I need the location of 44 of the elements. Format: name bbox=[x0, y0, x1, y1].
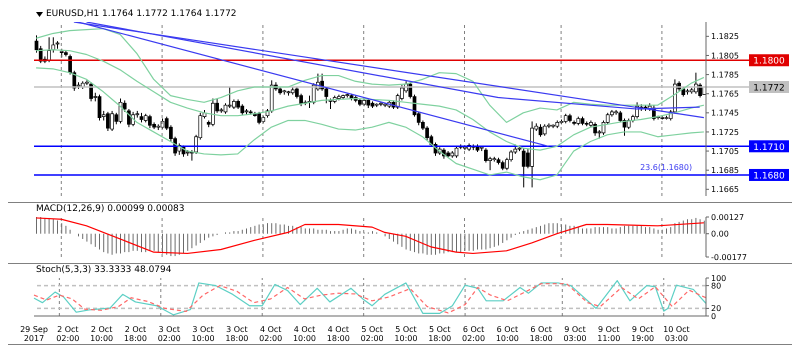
y-tick-label: 0.00127 bbox=[711, 212, 744, 222]
x-tick-label: 9 Oct 11:00 bbox=[597, 325, 620, 343]
x-tick-label: 2 Oct 10:00 bbox=[90, 325, 114, 343]
x-tick-label: 4 Oct 10:00 bbox=[292, 325, 316, 343]
x-tick-label: 4 Oct 18:00 bbox=[326, 325, 350, 343]
x-tick-label: 6 Oct 18:00 bbox=[530, 325, 553, 343]
y-tick-label: 80 bbox=[711, 281, 722, 290]
ref-line-label: 1.1680 bbox=[753, 171, 786, 182]
y-tick-label: -0.00177 bbox=[711, 252, 747, 262]
x-tick-label: 3 Oct 18:00 bbox=[225, 325, 248, 343]
x-tick-label: 3 Oct 02:00 bbox=[158, 325, 181, 343]
x-tick-label: 10 Oct 03:00 bbox=[663, 325, 690, 343]
x-tick-label: 5 Oct 10:00 bbox=[394, 325, 418, 343]
annotation: 23.6(1.1680) bbox=[640, 162, 692, 172]
y-tick-label: 0.00 bbox=[711, 230, 729, 239]
x-tick-label: 2 Oct 18:00 bbox=[124, 325, 147, 343]
x-tick-label: 4 Oct 02:00 bbox=[259, 325, 282, 343]
y-tick-label: 1.1825 bbox=[711, 32, 739, 42]
ref-line-label: 1.1800 bbox=[753, 56, 786, 67]
y-tick-label: 1.1705 bbox=[711, 146, 739, 156]
y-tick-label: 1.1725 bbox=[711, 128, 739, 137]
x-tick-label: 29 Sep 2017 bbox=[20, 325, 48, 343]
x-tick-label: 5 Oct 18:00 bbox=[428, 325, 452, 343]
y-tick-label: 1.1665 bbox=[711, 185, 739, 194]
chart-title: EURUSD,H1 1.1764 1.1772 1.1764 1.1772 bbox=[46, 9, 237, 19]
x-tick-label: 9 Oct 19:00 bbox=[631, 325, 654, 343]
y-tick-label: 1.1745 bbox=[711, 108, 739, 118]
y-tick-label: 1.1765 bbox=[711, 90, 739, 99]
x-tick-label: 3 Oct 10:00 bbox=[192, 325, 215, 343]
x-tick-label: 9 Oct 03:00 bbox=[563, 325, 587, 343]
x-tick-label: 6 Oct 10:00 bbox=[496, 325, 519, 343]
x-tick-label: 5 Oct 02:00 bbox=[360, 325, 384, 343]
y-tick-label: 1.1685 bbox=[711, 166, 739, 176]
y-tick-label: 1.1785 bbox=[711, 70, 739, 80]
y-tick-label: 1.1805 bbox=[711, 51, 739, 60]
x-tick-label: 6 Oct 02:00 bbox=[462, 325, 486, 343]
chart-title: Stoch(5,3,3) 33.3333 48.0794 bbox=[36, 265, 172, 275]
y-tick-label: 20 bbox=[711, 304, 722, 314]
ref-line-label: 1.1772 bbox=[753, 84, 785, 94]
chart-title: MACD(12,26,9) 0.00099 0.00083 bbox=[36, 204, 185, 214]
y-tick-label: 100 bbox=[711, 274, 726, 283]
ref-line-label: 1.1710 bbox=[753, 142, 786, 153]
x-tick-label: 2 Oct 02:00 bbox=[56, 325, 80, 343]
y-tick-label: 0 bbox=[711, 312, 716, 321]
